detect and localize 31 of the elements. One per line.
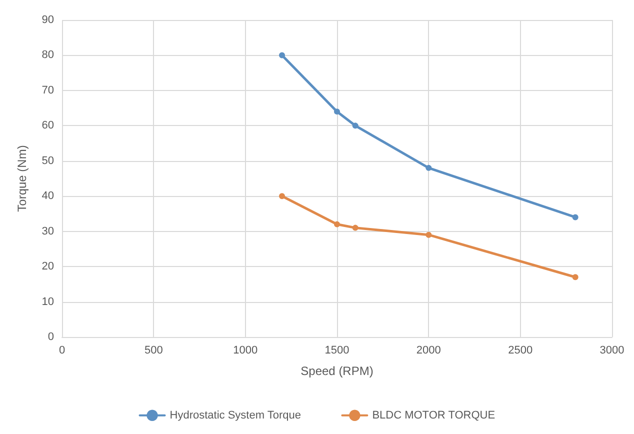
legend-label: Hydrostatic System Torque [170,409,302,422]
y-tick-label: 50 [42,154,54,167]
y-tick-label: 20 [42,260,54,273]
point [352,224,358,231]
x-axis-title: Speed (RPM) [300,364,374,378]
y-tick-label: 30 [42,225,54,238]
y-tick-label: 60 [42,120,54,132]
y-tick-label: 80 [42,49,54,62]
x-tick-label: 1000 [233,344,258,356]
point [426,232,432,238]
point [572,214,578,220]
x-tick-label: 1500 [324,344,350,356]
x-tick-label: 3000 [600,344,624,356]
y-tick-label: 0 [48,331,54,343]
x-tick-label: 500 [144,344,163,356]
point [352,122,358,129]
legend-label: BLDC MOTOR TORQUE [372,409,496,422]
point [572,274,578,280]
x-tick-label: 2000 [416,344,441,356]
point [334,108,340,115]
x-tick-label: 0 [58,344,66,356]
point [279,52,285,58]
y-tick-label: 40 [42,190,54,202]
y-axis-title: Torque (Nm) [15,145,29,212]
y-tick-label: 10 [42,296,54,308]
point [426,164,432,171]
point [334,221,340,228]
y-tick-label: 70 [42,84,54,96]
x-tick-label: 2500 [508,344,533,356]
point [279,193,285,200]
y-tick-label: 90 [42,14,54,26]
